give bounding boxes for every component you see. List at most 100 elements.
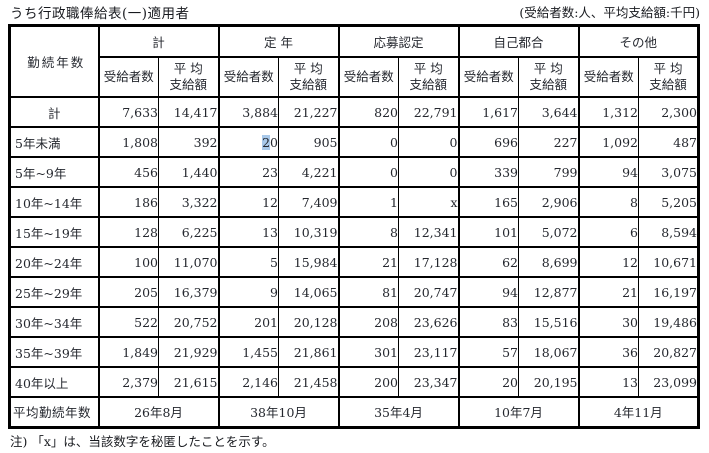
value-cell: 1,092 (577, 126, 639, 158)
avg-label-line2: 支給額 (169, 77, 207, 92)
value-cell: 21,615 (158, 366, 219, 398)
value-cell: 4,221 (278, 156, 339, 188)
value-cell: 30 (577, 306, 639, 338)
avg-label-line1: 平 均 (413, 61, 443, 77)
value-cell: 15,984 (278, 246, 339, 278)
col-header-recipients: 受給者数 (577, 56, 639, 98)
value-cell: 5,072 (518, 216, 579, 248)
table-row: 20年~24年 100 11,070 5 15,984 21 17,128 62 8,699 12… (9, 246, 699, 278)
benefits-table: 勤続年数 計 定 年 応募認定 自己都合 その他 受給者数 平 均支給額 受給者… (8, 24, 700, 429)
group-header-other: その他 (577, 24, 699, 58)
value-cell: 21 (577, 276, 639, 308)
row-label: 20年~24年 (9, 246, 100, 278)
col-header-average: 平 均支給額 (518, 56, 579, 98)
value-cell: 8 (577, 186, 639, 218)
value-cell: 3,075 (638, 156, 699, 188)
value-cell: 10,671 (638, 246, 699, 278)
value-cell: 17,128 (398, 246, 459, 278)
value-cell: 94 (577, 156, 639, 188)
row-label: 30年~34年 (9, 306, 100, 338)
value-cell: 7,409 (278, 186, 339, 218)
value-cell: 5 (217, 246, 279, 278)
value-cell: 1,440 (158, 156, 219, 188)
table-row: 15年~19年 128 6,225 13 10,319 8 12,341 101 5,072 6 8… (9, 216, 699, 248)
value-cell: 81 (337, 276, 399, 308)
table-body: 計 7,633 14,417 3,884 21,227 820 22,791 1,617 3,6… (9, 96, 699, 398)
table-row: 10年~14年 186 3,322 12 7,409 1 x 165 2,906 8 5,205 (9, 186, 699, 218)
value-cell: 3,644 (518, 96, 579, 128)
table-row: 40年以上 2,379 21,615 2,146 21,458 200 23,347 20 20… (9, 366, 699, 398)
group-header-total: 計 (97, 24, 219, 58)
avg-body: 平均勤続年数 26年8月 38年10月 35年4月 10年7月 4年11月 (9, 396, 699, 428)
value-cell: 94 (457, 276, 519, 308)
value-cell: 23,117 (398, 336, 459, 368)
col-header-recipients: 受給者数 (457, 56, 519, 98)
value-cell: 20,752 (158, 306, 219, 338)
value-cell: 23,626 (398, 306, 459, 338)
value-cell: 2,300 (638, 96, 699, 128)
value-cell: 21,458 (278, 366, 339, 398)
group-header-personal-reasons: 自己都合 (457, 24, 579, 58)
value-cell: 392 (158, 126, 219, 158)
col-header-average: 平 均支給額 (158, 56, 219, 98)
avg-service-personal-reasons: 10年7月 (457, 396, 579, 428)
value-cell: 301 (337, 336, 399, 368)
value-cell: 208 (337, 306, 399, 338)
row-label: 計 (9, 96, 100, 128)
value-cell: 20,827 (638, 336, 699, 368)
value-cell: 1,849 (97, 336, 159, 368)
corner-header-years-of-service: 勤続年数 (9, 24, 100, 98)
value-cell: 1 (337, 186, 399, 218)
title-bar: うち行政職俸給表(一)適用者 (受給者数:人、平均支給額:千円) (10, 2, 700, 22)
value-cell: 6 (577, 216, 639, 248)
value-cell: 11,070 (158, 246, 219, 278)
avg-service-application-approved: 35年4月 (337, 396, 459, 428)
value-cell: 1,808 (97, 126, 159, 158)
value-cell: 128 (97, 216, 159, 248)
selection-highlight: 2 (262, 134, 271, 150)
value-cell: 165 (457, 186, 519, 218)
value-cell: 0 (337, 126, 399, 158)
value-cell: 18,067 (518, 336, 579, 368)
table-row: 5年未満 1,808 392 20 905 0 0 696 227 1,092 487 (9, 126, 699, 158)
value-cell: 0 (398, 126, 459, 158)
avg-service-mandatory-retirement: 38年10月 (217, 396, 339, 428)
value-cell: 12,341 (398, 216, 459, 248)
value-cell: 20,128 (278, 306, 339, 338)
value-cell: 8 (337, 216, 399, 248)
avg-label-line2: 支給額 (649, 77, 687, 92)
group-header-application-approved: 応募認定 (337, 24, 459, 58)
value-cell: 6,225 (158, 216, 219, 248)
group-header-mandatory-retirement: 定 年 (217, 24, 339, 58)
value-cell: 905 (278, 126, 339, 158)
col-header-recipients: 受給者数 (337, 56, 399, 98)
value-cell: 16,379 (158, 276, 219, 308)
value-cell: 201 (217, 306, 279, 338)
value-cell: 23,099 (638, 366, 699, 398)
value-cell: 3,884 (217, 96, 279, 128)
value-cell: x (398, 186, 459, 218)
value-cell: 456 (97, 156, 159, 188)
row-label: 5年~9年 (9, 156, 100, 188)
value-cell: 36 (577, 336, 639, 368)
value-cell: 487 (638, 126, 699, 158)
table-row: 25年~29年 205 16,379 9 14,065 81 20,747 94 12,877 2… (9, 276, 699, 308)
row-label: 35年~39年 (9, 336, 100, 368)
value-cell: 8,594 (638, 216, 699, 248)
value-cell: 8,699 (518, 246, 579, 278)
value-cell: 21 (337, 246, 399, 278)
avg-label-line1: 平 均 (173, 61, 203, 77)
value-cell: 9 (217, 276, 279, 308)
value-cell: 227 (518, 126, 579, 158)
col-header-average: 平 均支給額 (398, 56, 459, 98)
avg-label-line2: 支給額 (289, 77, 327, 92)
avg-row: 平均勤続年数 26年8月 38年10月 35年4月 10年7月 4年11月 (9, 396, 699, 428)
avg-service-total: 26年8月 (97, 396, 219, 428)
row-label: 40年以上 (9, 366, 100, 398)
col-header-recipients: 受給者数 (217, 56, 279, 98)
table-row: 30年~34年 522 20,752 201 20,128 208 23,626 83 15,5… (9, 306, 699, 338)
value-cell: 1,455 (217, 336, 279, 368)
row-label: 10年~14年 (9, 186, 100, 218)
value-cell: 100 (97, 246, 159, 278)
